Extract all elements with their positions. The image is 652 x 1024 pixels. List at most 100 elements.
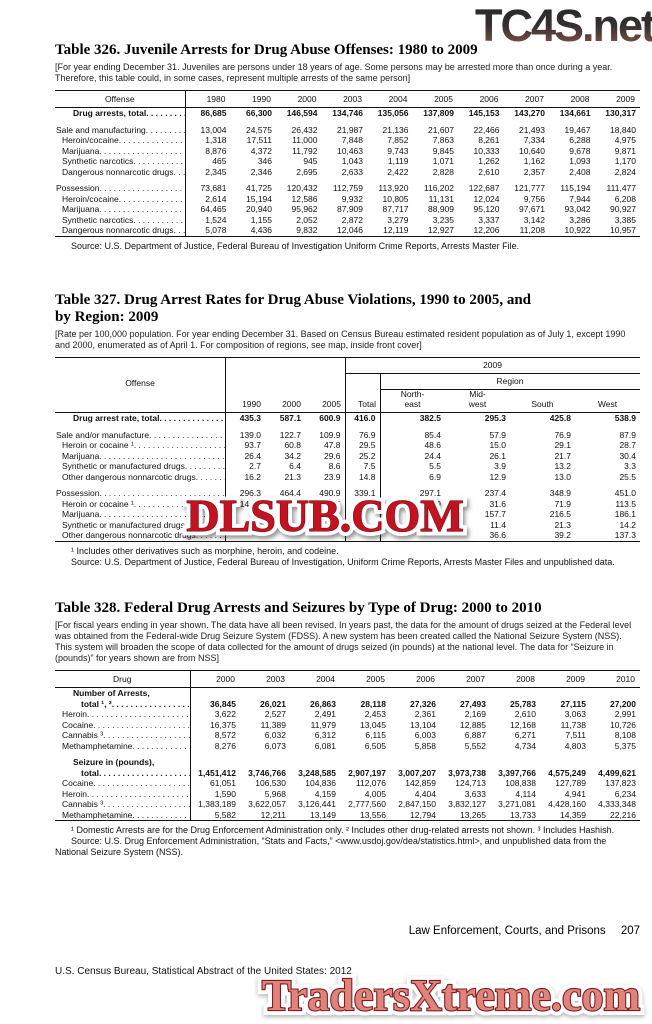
row-label: Heroin or cocaine ¹ — [55, 440, 225, 451]
cell-value: 5,375 — [614, 740, 636, 751]
cell-value: 11,738 — [560, 719, 586, 730]
row-label-text: Synthetic narcotics — [62, 214, 134, 225]
spacer-row — [55, 118, 640, 125]
cell-value: 2,357 — [523, 166, 545, 177]
cell-value: 3.9 — [494, 461, 506, 471]
cell-value: 2,422 — [387, 166, 409, 177]
cell-value: 134,746 — [332, 108, 363, 118]
cell-value: 12,927 — [428, 225, 454, 235]
cell-value: 10,957 — [610, 225, 636, 235]
cell-value: 2.7 — [224, 461, 265, 472]
rule-under-2009 — [345, 373, 640, 374]
table-row: Heroin/cocaine 1,318 17,511 11,000 7,848 7,85… — [55, 135, 640, 146]
cell-value: 71.9 — [554, 498, 571, 509]
row-label-text: Heroin — [62, 788, 88, 799]
cell-value: 7.5 — [344, 461, 380, 472]
cell-value: 15.0 — [489, 440, 506, 450]
cell-value: 113,920 — [378, 183, 409, 193]
spacer-row — [55, 482, 640, 488]
cell-value: 27,493 — [460, 698, 486, 709]
column-header-year: 2003 — [240, 670, 290, 688]
table-326-note: [For year ending December 31. Juveniles … — [55, 62, 613, 83]
cell-value: 6,003 — [414, 730, 436, 740]
column-header-year: 2007 — [503, 90, 549, 108]
cell-value: 435.3 — [224, 413, 265, 424]
cell-value: 1,262 — [478, 156, 500, 166]
row-label: Other dangerous nonnarcotic drugs — [55, 472, 225, 483]
cell-value: 4,734 — [514, 740, 536, 751]
cell-value: 7,852 — [387, 135, 409, 145]
table-row: total ¹, ² 36,845 26,021 26,863 28,118 27,326… — [55, 698, 640, 709]
chapter-title: Law Enforcement, Courts, and Prisons — [408, 925, 606, 937]
cell-value: 2,828 — [432, 166, 454, 177]
cell-value: 143,270 — [514, 108, 545, 118]
cell-value: 130,317 — [605, 108, 636, 118]
cell-value: 25.5 — [619, 471, 636, 482]
cell-value: 21,136 — [382, 124, 409, 135]
row-label-text: Possession — [56, 488, 100, 498]
table-row: Sale and/or manufacture139.0122.7109.976… — [55, 429, 640, 440]
row-label: Heroin/cocaine — [55, 135, 185, 146]
watermark-top-text: TC4S.net — [475, 0, 652, 51]
column-header-year: 1990 — [242, 399, 261, 409]
cell-value: 11,979 — [310, 719, 336, 730]
cell-value: 11,208 — [519, 225, 545, 235]
cell-value: 464.4 — [279, 488, 301, 498]
table-326-title: Table 326. Juvenile Arrests for Drug Abu… — [55, 42, 478, 58]
cell-value: 538.9 — [614, 413, 636, 423]
cell-value: 93,042 — [564, 204, 591, 214]
cell-value — [290, 757, 340, 768]
cell-value: 121,777 — [514, 183, 545, 193]
column-header-year: 2004 — [290, 670, 340, 688]
cell-value: 382.5 — [379, 413, 445, 424]
cell-value: 297.1 — [379, 488, 445, 499]
row-label-text: Marijuana — [62, 509, 100, 519]
cell-value: 73.9 — [344, 498, 380, 509]
column-divider — [380, 373, 381, 412]
cell-value: 5,968 — [264, 788, 286, 799]
cell-value: 6,271 — [514, 730, 536, 740]
table-326-source: Source: U.S. Department of Justice, Fede… — [71, 240, 520, 251]
cell-value: 9,743 — [387, 145, 409, 156]
column-header-year: 2000 — [276, 90, 322, 108]
cell-value: 3,832,127 — [448, 799, 486, 809]
header-row: Offense 1980 1990 2000 2003 2004 2005 20… — [55, 90, 640, 108]
cell-value: 10,922 — [564, 225, 591, 235]
cell-value: 8,572 — [189, 730, 240, 741]
cell-value: 1,162 — [523, 156, 545, 166]
cell-value: 3,973,738 — [448, 767, 486, 778]
cell-value: 8,876 — [184, 145, 231, 156]
row-label-text: Dangerous nonnarcotic drugs — [62, 166, 174, 177]
cell-value: 64,465 — [184, 204, 231, 215]
cell-value — [440, 688, 490, 699]
dot-leader — [146, 125, 185, 136]
cell-value: 2,610 — [478, 166, 500, 177]
cell-value: 25,783 — [510, 698, 536, 709]
cell-value — [240, 688, 290, 699]
cell-value: 3,279 — [387, 214, 409, 225]
dot-leader — [103, 799, 189, 810]
table-326-section: Table 326. Juvenile Arrests for Drug Abu… — [55, 42, 640, 252]
table-328-footnote: ¹ Domestic Arrests are for the Drug Enfo… — [71, 825, 615, 835]
cell-value: 20,940 — [246, 204, 272, 214]
cell-value: 17,511 — [246, 135, 272, 145]
column-header-west: West — [597, 399, 618, 409]
dot-leader — [93, 778, 189, 789]
column-header-year: 2004 — [367, 90, 413, 108]
table-327: Drug arrest rate, total 435.3 587.1 600.941… — [55, 413, 640, 542]
row-label: Drug arrest rate, total — [55, 413, 225, 424]
cell-value: 3,007,207 — [398, 767, 436, 778]
column-header-year: 2008 — [549, 90, 595, 108]
dot-leader — [87, 789, 189, 800]
cell-value: 34.2 — [284, 450, 301, 461]
cell-value: 23.9 — [323, 471, 341, 482]
cell-value: 26.1 — [489, 450, 506, 461]
cell-value: 13,149 — [310, 809, 336, 820]
cell-value: 1,155 — [250, 214, 272, 225]
dot-leader — [185, 461, 225, 472]
row-label-text: Synthetic or manufactured drugs — [62, 461, 185, 471]
cell-value: 13,265 — [460, 809, 486, 820]
cell-value: 3,622,057 — [248, 799, 286, 809]
row-label-text: Heroin/cocaine — [62, 135, 119, 145]
cell-value: 2,527 — [264, 709, 286, 719]
